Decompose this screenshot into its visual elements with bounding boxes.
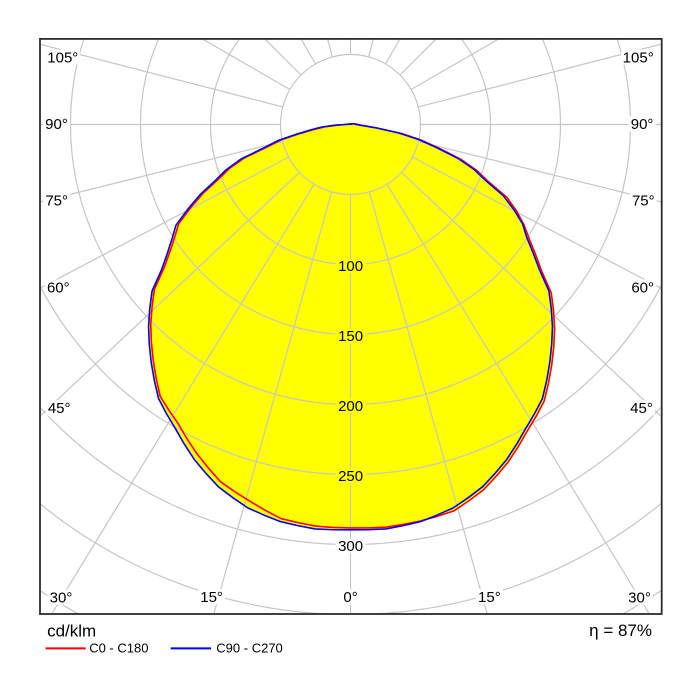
svg-text:η = 87%: η = 87% xyxy=(589,621,652,640)
svg-text:90°: 90° xyxy=(631,116,654,133)
svg-text:C90 - C270: C90 - C270 xyxy=(216,640,282,655)
svg-text:0°: 0° xyxy=(343,589,357,606)
svg-text:75°: 75° xyxy=(45,193,68,210)
svg-text:30°: 30° xyxy=(50,590,73,607)
svg-text:cd/klm: cd/klm xyxy=(47,622,96,641)
svg-text:90°: 90° xyxy=(45,116,68,133)
svg-text:15°: 15° xyxy=(478,589,501,606)
svg-text:105°: 105° xyxy=(623,49,654,66)
svg-text:150: 150 xyxy=(338,328,363,345)
svg-text:200: 200 xyxy=(338,398,363,415)
svg-text:C0 - C180: C0 - C180 xyxy=(89,640,148,655)
svg-text:250: 250 xyxy=(338,468,363,485)
svg-text:60°: 60° xyxy=(631,279,654,296)
svg-text:45°: 45° xyxy=(630,400,653,417)
svg-text:75°: 75° xyxy=(632,193,655,210)
svg-text:105°: 105° xyxy=(47,49,78,66)
svg-text:60°: 60° xyxy=(47,279,70,296)
svg-text:15°: 15° xyxy=(200,589,223,606)
svg-text:45°: 45° xyxy=(48,400,71,417)
svg-text:30°: 30° xyxy=(628,590,651,607)
svg-text:300: 300 xyxy=(338,538,363,555)
svg-text:100: 100 xyxy=(338,258,363,275)
